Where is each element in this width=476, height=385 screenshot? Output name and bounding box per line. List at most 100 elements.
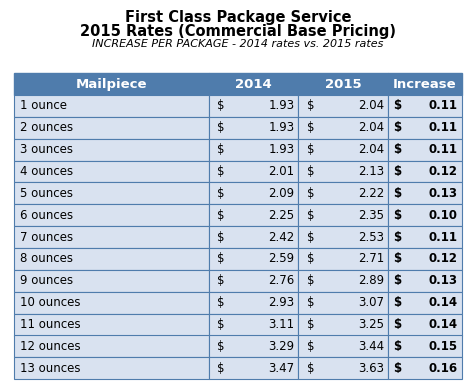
Text: 2015: 2015 — [325, 78, 361, 90]
Text: $: $ — [394, 187, 402, 200]
Text: 1.93: 1.93 — [268, 121, 295, 134]
Bar — [209, 204, 298, 226]
Text: 2.13: 2.13 — [358, 165, 384, 178]
Text: 2 ounces: 2 ounces — [20, 121, 74, 134]
Text: $: $ — [218, 165, 225, 178]
Text: 2.04: 2.04 — [358, 121, 384, 134]
Text: First Class Package Service: First Class Package Service — [125, 10, 351, 25]
Text: 2.04: 2.04 — [358, 143, 384, 156]
Text: $: $ — [394, 231, 402, 244]
Bar — [14, 73, 209, 95]
Text: 8 ounces: 8 ounces — [20, 253, 73, 266]
Text: 3.11: 3.11 — [268, 318, 295, 331]
Bar — [388, 292, 462, 314]
Text: 0.14: 0.14 — [429, 318, 458, 331]
Text: 0.11: 0.11 — [429, 231, 458, 244]
Text: 2.01: 2.01 — [268, 165, 295, 178]
Bar — [388, 117, 462, 139]
Bar — [14, 335, 209, 357]
Bar — [14, 139, 209, 161]
Bar — [388, 204, 462, 226]
Text: $: $ — [394, 253, 402, 266]
Text: $: $ — [307, 231, 315, 244]
Text: 3.29: 3.29 — [268, 340, 295, 353]
Bar — [209, 182, 298, 204]
Bar — [388, 161, 462, 182]
Text: 13 ounces: 13 ounces — [20, 362, 81, 375]
Text: 10 ounces: 10 ounces — [20, 296, 81, 309]
Bar — [14, 161, 209, 182]
Bar — [388, 226, 462, 248]
Bar — [298, 95, 388, 117]
Bar — [388, 270, 462, 292]
Text: $: $ — [307, 187, 315, 200]
Text: 0.11: 0.11 — [429, 121, 458, 134]
Text: $: $ — [307, 165, 315, 178]
Text: 0.15: 0.15 — [429, 340, 458, 353]
Text: 2.09: 2.09 — [268, 187, 295, 200]
Bar — [209, 226, 298, 248]
Text: $: $ — [394, 296, 402, 309]
Text: $: $ — [394, 275, 402, 287]
Bar — [209, 248, 298, 270]
Text: 2.22: 2.22 — [358, 187, 384, 200]
Text: 3.25: 3.25 — [358, 318, 384, 331]
Bar — [14, 95, 209, 117]
Bar — [209, 161, 298, 182]
Text: $: $ — [307, 209, 315, 222]
Bar — [388, 182, 462, 204]
Text: $: $ — [218, 187, 225, 200]
Bar — [298, 161, 388, 182]
Text: $: $ — [218, 318, 225, 331]
Bar — [14, 117, 209, 139]
Text: 0.10: 0.10 — [429, 209, 458, 222]
Text: 7 ounces: 7 ounces — [20, 231, 74, 244]
Bar — [388, 139, 462, 161]
Bar — [209, 95, 298, 117]
Text: $: $ — [218, 121, 225, 134]
Text: $: $ — [307, 143, 315, 156]
Text: $: $ — [394, 99, 402, 112]
Text: 2.04: 2.04 — [358, 99, 384, 112]
Bar — [298, 357, 388, 379]
Text: $: $ — [218, 296, 225, 309]
Text: 2.59: 2.59 — [268, 253, 295, 266]
Text: $: $ — [394, 143, 402, 156]
Text: 1.93: 1.93 — [268, 99, 295, 112]
Text: 2.25: 2.25 — [268, 209, 295, 222]
Text: 0.11: 0.11 — [429, 99, 458, 112]
Text: 1 ounce: 1 ounce — [20, 99, 68, 112]
Text: 2.71: 2.71 — [358, 253, 384, 266]
Bar — [298, 292, 388, 314]
Bar — [14, 270, 209, 292]
Bar — [388, 335, 462, 357]
Bar — [209, 270, 298, 292]
Bar — [209, 139, 298, 161]
Bar — [14, 292, 209, 314]
Text: Increase: Increase — [393, 78, 456, 90]
Text: $: $ — [307, 340, 315, 353]
Bar — [209, 314, 298, 335]
Bar — [298, 270, 388, 292]
Text: $: $ — [307, 99, 315, 112]
Bar — [14, 182, 209, 204]
Text: 3.47: 3.47 — [268, 362, 295, 375]
Bar — [209, 335, 298, 357]
Text: 0.14: 0.14 — [429, 296, 458, 309]
Bar — [209, 292, 298, 314]
Text: 2.93: 2.93 — [268, 296, 295, 309]
Text: $: $ — [394, 209, 402, 222]
Bar — [14, 226, 209, 248]
Text: $: $ — [394, 121, 402, 134]
Text: $: $ — [307, 362, 315, 375]
Text: $: $ — [307, 121, 315, 134]
Bar — [14, 204, 209, 226]
Text: 3 ounces: 3 ounces — [20, 143, 73, 156]
Text: $: $ — [218, 99, 225, 112]
Text: $: $ — [307, 253, 315, 266]
Bar — [14, 314, 209, 335]
Bar — [298, 204, 388, 226]
Text: 2.53: 2.53 — [358, 231, 384, 244]
Bar — [388, 357, 462, 379]
Text: 0.11: 0.11 — [429, 143, 458, 156]
